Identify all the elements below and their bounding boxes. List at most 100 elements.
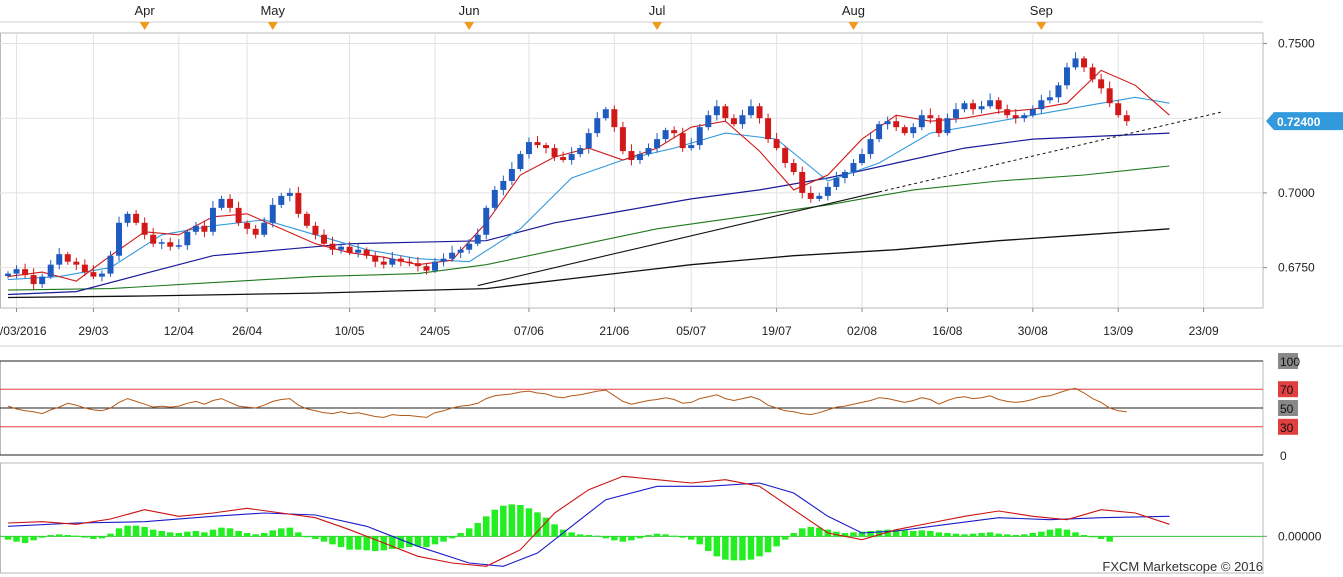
candle[interactable] [585,128,592,154]
candle[interactable] [850,159,857,176]
candle[interactable] [252,224,259,239]
candle[interactable] [1123,110,1130,126]
candle[interactable] [133,209,140,226]
candle[interactable] [935,115,942,138]
candle[interactable] [355,243,362,258]
candle[interactable] [995,97,1002,114]
candle[interactable] [1098,73,1105,94]
candle[interactable] [1063,62,1070,90]
macd-panel[interactable]: 0.00000 [0,462,1322,574]
candle[interactable] [423,263,430,275]
candle[interactable] [790,159,797,176]
candle[interactable] [449,245,456,262]
candle[interactable] [910,123,917,138]
candle[interactable] [551,144,558,161]
candle[interactable] [500,175,507,196]
candle[interactable] [901,124,908,136]
candle[interactable] [722,103,729,123]
candle[interactable] [235,201,242,226]
candle[interactable] [645,143,652,157]
candle[interactable] [654,132,661,153]
candle[interactable] [107,251,114,277]
candle[interactable] [56,248,63,270]
candle[interactable] [1021,112,1028,123]
candle[interactable] [508,162,515,185]
candle[interactable] [978,100,985,114]
candle[interactable] [295,186,302,218]
candle[interactable] [1115,100,1122,118]
candle[interactable] [577,144,584,158]
candle[interactable] [286,188,293,202]
candle[interactable] [116,216,123,262]
candle[interactable] [833,171,840,191]
candle[interactable] [303,211,310,229]
candle[interactable] [1012,109,1019,124]
candle[interactable] [466,239,473,254]
candle[interactable] [432,257,438,274]
candle[interactable] [662,127,669,143]
candle[interactable] [227,194,234,213]
candle[interactable] [543,142,550,154]
candle[interactable] [568,147,575,165]
candle[interactable] [22,263,29,279]
candle[interactable] [218,195,225,211]
candle[interactable] [765,113,772,143]
candle[interactable] [244,220,251,235]
candle[interactable] [372,251,379,268]
candle[interactable] [525,137,532,159]
candle[interactable] [944,113,951,136]
candle[interactable] [261,217,268,238]
candle[interactable] [98,270,105,282]
candle[interactable] [414,257,421,272]
candle[interactable] [611,105,618,132]
candle[interactable] [1106,81,1113,108]
candle[interactable] [1081,56,1088,73]
candle[interactable] [799,166,806,199]
candle[interactable] [406,257,413,267]
candle[interactable] [346,242,353,256]
candle[interactable] [987,93,994,109]
candle[interactable] [560,151,567,163]
candle[interactable] [713,100,720,121]
candle[interactable] [150,227,157,247]
candle[interactable] [440,253,447,267]
candle[interactable] [13,265,20,279]
candle[interactable] [807,186,814,203]
candle[interactable] [158,239,165,250]
candle[interactable] [705,110,712,131]
candle[interactable] [970,99,977,115]
candle[interactable] [739,109,746,129]
candle[interactable] [81,259,88,277]
candle[interactable] [628,144,635,166]
candle[interactable] [39,273,46,288]
candle[interactable] [141,217,148,240]
candle[interactable] [483,205,490,240]
candle[interactable] [1046,90,1053,104]
candle[interactable] [636,150,643,164]
candle[interactable] [927,108,934,124]
candle[interactable] [748,99,754,119]
candle[interactable] [594,112,601,138]
candle[interactable] [269,198,276,228]
candle[interactable] [192,221,199,235]
candle[interactable] [380,256,387,269]
candle[interactable] [1038,94,1045,114]
candle[interactable] [1004,104,1011,119]
price-panel[interactable]: 0.6750 0.7000 0.7500 0.72400 10/03/2016 29/03… [0,32,1343,347]
candle[interactable] [90,265,97,280]
candle[interactable] [1089,63,1096,83]
candle[interactable] [209,200,216,236]
candle[interactable] [893,115,900,132]
candle[interactable] [5,271,11,279]
candle[interactable] [876,121,883,143]
candle[interactable] [961,100,968,113]
candle[interactable] [175,239,182,250]
candle[interactable] [363,247,370,259]
candle[interactable] [389,251,396,268]
candle[interactable] [679,127,686,152]
rsi-panel[interactable]: 100 70 50 30 0 [0,353,1300,463]
candle[interactable] [312,221,319,240]
candle[interactable] [730,114,737,127]
candle[interactable] [696,124,703,150]
candle[interactable] [671,126,678,139]
